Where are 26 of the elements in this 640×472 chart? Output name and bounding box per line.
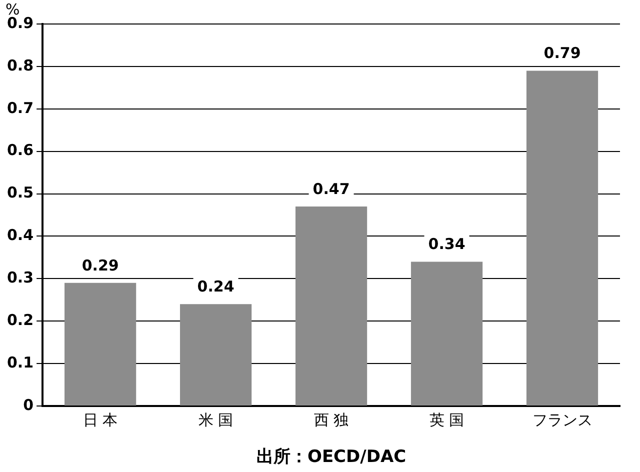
data-label: 0.47 (312, 180, 350, 198)
x-tick-label: 西 独 (314, 410, 349, 429)
bar (180, 304, 252, 406)
bar (526, 70, 598, 406)
x-tick-label: フランス (532, 410, 592, 429)
data-label: 0.29 (82, 256, 119, 274)
x-tick-label: 日 本 (82, 410, 118, 429)
x-tick-label: 英 国 (429, 410, 464, 429)
y-tick-label: 0.8 (6, 56, 34, 74)
y-tick-label: 0 (23, 396, 34, 414)
data-label: 0.34 (428, 235, 466, 254)
y-tick-label: 0.3 (6, 268, 34, 287)
y-tick-label: 0.7 (6, 98, 34, 117)
y-tick-label: 0.1 (6, 353, 34, 372)
data-label: 0.79 (544, 44, 581, 62)
bar (64, 282, 136, 406)
y-tick-label: 0.2 (6, 311, 34, 329)
bar (410, 262, 483, 406)
y-tick-label: 0.9 (6, 14, 34, 32)
data-label: 0.24 (197, 278, 234, 296)
y-tick-label: 0.6 (6, 141, 34, 160)
y-tick-label: 0.5 (6, 184, 34, 202)
text: 出所：OECD/DAC (256, 446, 406, 467)
y-tick-label: 0.4 (6, 226, 34, 244)
x-tick-label: 米 国 (198, 410, 234, 429)
bar (295, 206, 368, 406)
